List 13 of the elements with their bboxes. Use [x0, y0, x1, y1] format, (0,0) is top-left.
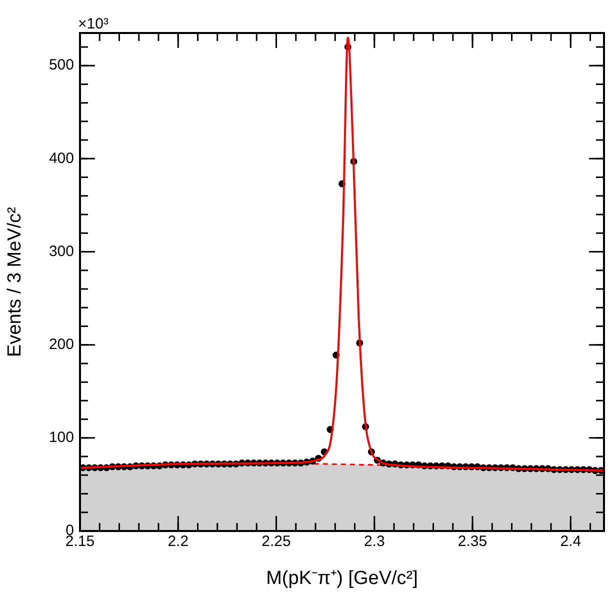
x-axis-title: M(pK⁻π⁺) [GeV/c²] [266, 568, 418, 589]
x-tick-label: 2.35 [458, 533, 488, 550]
y-tick-label: 400 [48, 150, 74, 167]
y-tick-label: 300 [48, 242, 74, 260]
y-axis-title: Events / 3 MeV/c² [4, 207, 26, 357]
x-tick-label: 2.2 [168, 533, 189, 550]
text: ×10³ [78, 16, 108, 33]
x-tick-label: 2.3 [364, 533, 385, 550]
y-tick-label: 500 [48, 56, 74, 74]
y-tick-label: 100 [48, 429, 74, 446]
y-tick-label: 200 [48, 336, 74, 353]
x-tick-label: 2.25 [262, 533, 291, 550]
x-tick-label: 2.4 [560, 533, 582, 550]
